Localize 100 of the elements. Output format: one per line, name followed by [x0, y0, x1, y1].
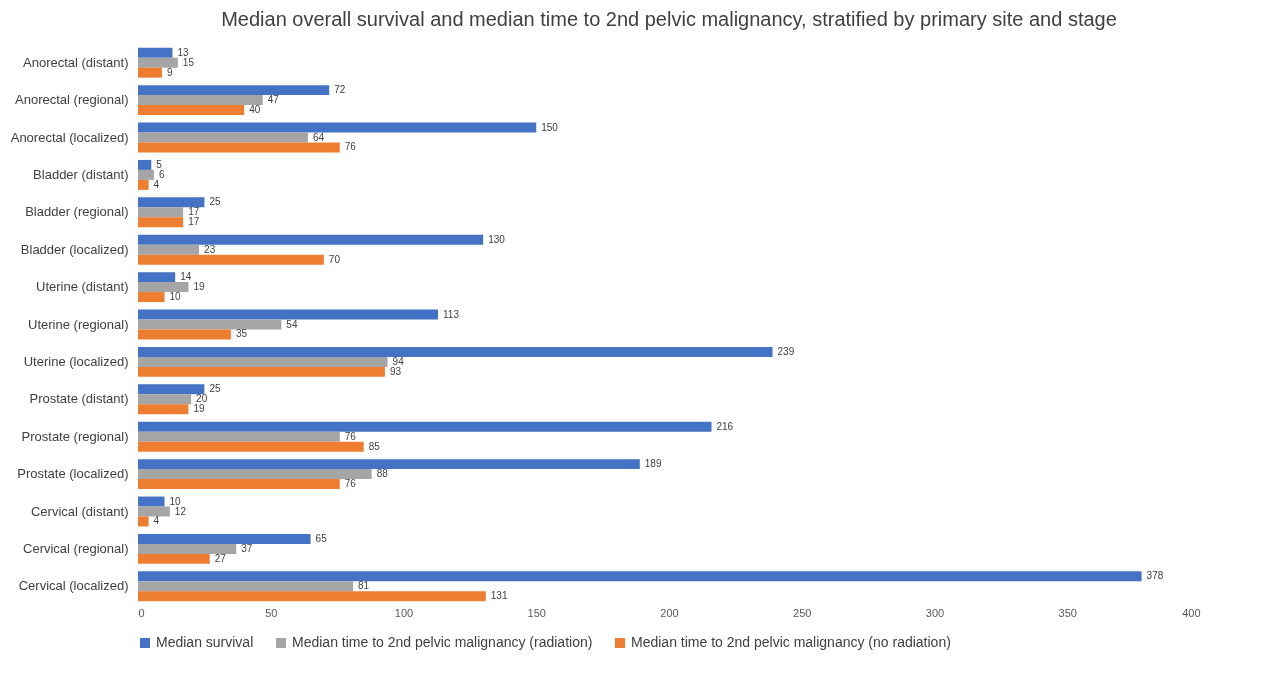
bar: [138, 319, 282, 330]
data-label: 25: [209, 196, 221, 208]
y-tick-label: Bladder (regional): [25, 204, 129, 220]
legend-label: Median time to 2nd pelvic malignancy (no radiation): [631, 634, 951, 650]
data-label: 10: [169, 495, 182, 507]
bar: [138, 217, 184, 228]
bar: [138, 469, 372, 480]
data-label: 131: [490, 590, 508, 602]
bar: [138, 394, 192, 405]
bar: [138, 272, 176, 283]
bar: [138, 506, 170, 517]
bar: [138, 421, 712, 432]
y-tick-label: Anorectal (localized): [10, 129, 129, 145]
data-label: 76: [344, 141, 357, 153]
x-tick-label: 150: [527, 606, 546, 619]
data-label: 17: [188, 216, 200, 228]
y-tick-label: Prostate (regional): [21, 428, 129, 444]
bar: [138, 553, 210, 564]
data-label: 64: [312, 131, 325, 143]
data-label: 15: [182, 56, 195, 68]
data-label: 17: [188, 206, 200, 218]
y-tick-label: Bladder (distant): [33, 166, 129, 182]
data-label: 76: [344, 430, 357, 442]
bar: [138, 179, 149, 190]
x-tick-label: 350: [1058, 606, 1077, 619]
bar: [138, 496, 165, 507]
data-label: 27: [214, 552, 227, 564]
x-tick-label: 100: [394, 606, 414, 619]
data-label: 37: [241, 542, 253, 554]
data-label: 25: [209, 383, 221, 395]
bar: [138, 591, 486, 602]
bar: [138, 244, 200, 255]
data-label: 189: [644, 458, 662, 470]
bar: [138, 431, 340, 442]
x-tick-label: 50: [265, 606, 278, 619]
data-label: 4: [153, 178, 160, 190]
y-tick-label: Uterine (localized): [23, 353, 129, 369]
bar: [138, 543, 237, 554]
data-label: 19: [193, 403, 206, 415]
legend-label: Median time to 2nd pelvic malignancy (radiation): [292, 634, 593, 650]
data-label: 23: [204, 243, 216, 255]
data-label: 70: [328, 253, 341, 265]
bar: [138, 122, 537, 133]
data-label: 130: [488, 233, 506, 245]
bar: [138, 459, 640, 470]
bar: [138, 384, 205, 395]
data-label: 150: [541, 121, 559, 133]
y-tick-label: Cervical (regional): [23, 540, 129, 556]
data-label: 54: [286, 318, 298, 330]
bar: [138, 85, 330, 96]
bar: [138, 441, 364, 452]
bar: [138, 47, 173, 58]
x-tick-label: 250: [793, 606, 812, 619]
data-label: 19: [193, 281, 206, 293]
data-label: 5: [156, 158, 163, 170]
x-tick-label: 400: [1182, 606, 1201, 619]
data-label: 14: [180, 271, 192, 283]
data-label: 35: [235, 328, 248, 340]
data-label: 378: [1146, 570, 1164, 582]
y-tick-label: Cervical (localized): [18, 578, 129, 594]
bar: [138, 404, 189, 415]
y-tick-label: Uterine (regional): [28, 316, 129, 332]
bar: [138, 346, 773, 357]
bar: [138, 142, 340, 153]
bar: [138, 366, 385, 377]
data-label: 93: [389, 365, 402, 377]
bar: [138, 292, 165, 303]
data-label: 88: [376, 468, 389, 480]
bar: [138, 67, 162, 78]
data-label: 76: [344, 478, 357, 490]
bar: [138, 581, 354, 592]
data-label: 113: [443, 308, 460, 320]
bar: [138, 282, 189, 293]
data-label: 10: [169, 291, 182, 303]
data-label: 20: [196, 393, 208, 405]
chart-title: Median overall survival and median time to 2nd pelvic malignancy, stratified by primary site and stage: [221, 8, 1117, 30]
bar: [138, 571, 1142, 582]
data-label: 216: [716, 420, 734, 432]
y-tick-label: Prostate (distant): [29, 391, 129, 407]
bar: [138, 159, 152, 170]
y-tick-label: Prostate (localized): [17, 466, 129, 482]
bar: [138, 95, 263, 106]
data-label: 6: [158, 168, 165, 180]
data-label: 12: [174, 505, 187, 517]
y-tick-label: Bladder (localized): [20, 241, 129, 257]
data-label: 72: [334, 84, 346, 96]
y-tick-label: Anorectal (distant): [23, 54, 129, 70]
bar: [138, 197, 205, 208]
bar: [138, 309, 439, 320]
data-label: 40: [249, 104, 261, 116]
data-label: 9: [166, 66, 173, 78]
data-label: 4: [153, 515, 160, 527]
y-tick-label: Anorectal (regional): [15, 92, 129, 108]
bar: [138, 132, 308, 143]
bar: [138, 105, 245, 116]
bar: [138, 169, 154, 180]
data-label: 47: [267, 94, 280, 106]
x-tick-label: 200: [660, 606, 679, 619]
bar: [138, 356, 388, 367]
bar: [138, 254, 324, 265]
